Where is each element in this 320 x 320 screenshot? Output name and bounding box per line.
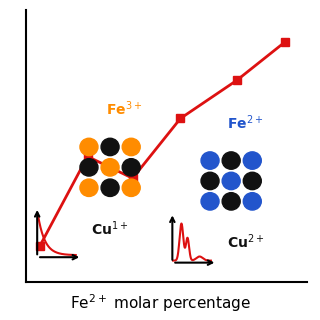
Circle shape bbox=[122, 138, 140, 156]
Circle shape bbox=[222, 193, 240, 210]
Circle shape bbox=[80, 159, 98, 176]
Circle shape bbox=[122, 159, 140, 176]
Circle shape bbox=[243, 193, 261, 210]
Text: Fe$^{2+}$ molar percentage: Fe$^{2+}$ molar percentage bbox=[70, 292, 250, 314]
Circle shape bbox=[222, 152, 240, 169]
Circle shape bbox=[80, 138, 98, 156]
Circle shape bbox=[243, 172, 261, 190]
Circle shape bbox=[201, 193, 219, 210]
Circle shape bbox=[201, 152, 219, 169]
Circle shape bbox=[101, 159, 119, 176]
Circle shape bbox=[201, 172, 219, 190]
Circle shape bbox=[101, 138, 119, 156]
Text: Fe$^{3+}$: Fe$^{3+}$ bbox=[106, 100, 142, 118]
Circle shape bbox=[222, 172, 240, 190]
Text: Cu$^{2+}$: Cu$^{2+}$ bbox=[227, 233, 264, 251]
Circle shape bbox=[80, 179, 98, 196]
Text: Cu$^{1+}$: Cu$^{1+}$ bbox=[92, 219, 129, 238]
Circle shape bbox=[243, 152, 261, 169]
Text: Fe$^{2+}$: Fe$^{2+}$ bbox=[227, 113, 263, 132]
Circle shape bbox=[101, 179, 119, 196]
Circle shape bbox=[122, 179, 140, 196]
